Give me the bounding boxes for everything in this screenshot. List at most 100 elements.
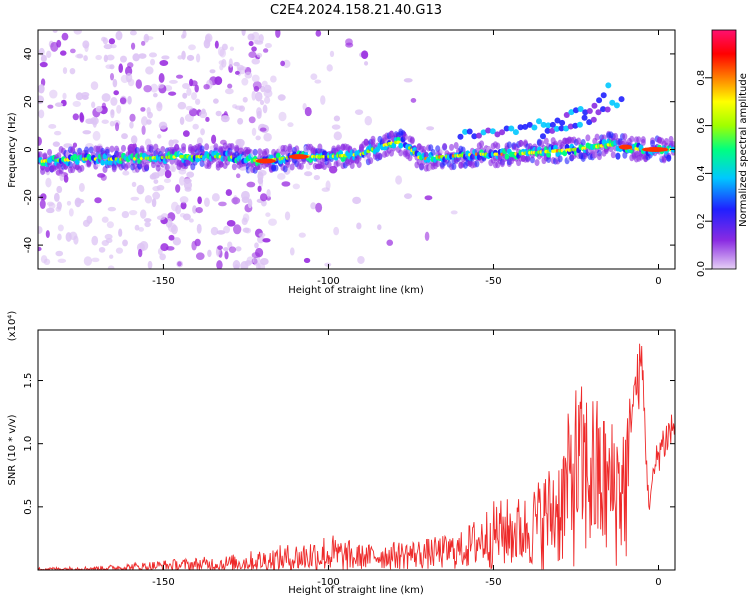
noise-cell (364, 115, 373, 126)
noise-cell (40, 54, 47, 63)
ridge-halo-cell (79, 164, 85, 172)
noise-cell (188, 218, 194, 223)
noise-cell (153, 93, 158, 98)
y-tick-label: -40 (23, 237, 34, 253)
noise-cell (220, 115, 230, 123)
noise-cell (287, 122, 294, 128)
ridge-cell (391, 142, 397, 149)
noise-cell (164, 169, 172, 179)
noise-cell (147, 260, 153, 269)
noise-cell (298, 232, 306, 238)
snr-panel: -150 -100 -50 0 0.5 1.0 1.5 Height of straight… (7, 311, 676, 596)
ridge-cell (100, 159, 106, 166)
ridge-halo-cell (42, 152, 48, 160)
branch-cell (499, 129, 506, 136)
ridge-halo-cell (84, 146, 90, 154)
noise-cell (119, 97, 127, 105)
ridge-halo-cell (164, 163, 170, 171)
noise-cell (229, 46, 235, 51)
noise-cell (234, 70, 240, 75)
noise-cell (386, 239, 394, 246)
noise-cell (246, 181, 256, 188)
noise-cell (147, 111, 153, 119)
noise-cell (101, 93, 111, 102)
ridge-halo-cell (326, 161, 332, 169)
ridge-halo-cell (134, 147, 140, 155)
noise-cell (69, 68, 76, 75)
noise-cell (172, 237, 182, 246)
branch-cell (544, 127, 551, 134)
x-tick-label: -100 (317, 577, 340, 588)
noise-cell (168, 79, 178, 84)
x-tick-label: -100 (317, 276, 340, 287)
ridge-halo-cell (474, 160, 480, 168)
noise-cell (352, 196, 362, 205)
noise-cell (129, 30, 137, 36)
noise-cell (109, 64, 115, 70)
noise-cell (46, 50, 52, 59)
noise-cell (255, 135, 261, 141)
ridge-halo-cell (257, 148, 263, 156)
ridge-halo-cell (613, 132, 619, 140)
ridge-halo-cell (580, 138, 586, 146)
noise-cell (241, 190, 250, 201)
noise-cell (205, 116, 210, 122)
noise-cell (66, 200, 72, 206)
branch-cell (545, 122, 552, 129)
ridge-peak-cell (641, 147, 669, 152)
noise-cell (38, 246, 42, 252)
noise-cell (263, 96, 271, 104)
noise-cell (50, 41, 59, 52)
noise-cell (158, 72, 165, 83)
colorbar-label: Normalized spectral amplitude (738, 73, 749, 227)
noise-cell (277, 173, 286, 180)
noise-cell (151, 198, 157, 208)
ridge-halo-cell (368, 157, 374, 165)
noise-cell (247, 198, 253, 209)
snr-series-line (38, 343, 675, 570)
noise-cell (59, 50, 67, 56)
noise-cell (129, 113, 136, 122)
noise-cell (40, 193, 47, 201)
branch-cell (605, 82, 612, 89)
noise-cell (314, 79, 322, 84)
noise-cell (218, 201, 227, 207)
branch-cell (508, 125, 515, 132)
ridge-halo-cell (534, 159, 540, 167)
noise-cell (161, 55, 170, 60)
colorbar-tick-label: 0.6 (696, 118, 707, 134)
noise-cell (57, 224, 64, 232)
noise-cell (144, 194, 153, 204)
noise-cell (197, 196, 202, 205)
noise-cell (410, 98, 417, 103)
noise-cell (47, 104, 54, 109)
noise-cell (141, 40, 146, 46)
noise-cell (228, 58, 233, 68)
branch-cell (517, 124, 524, 131)
branch-cell (531, 124, 538, 131)
ridge-halo-cell (287, 143, 293, 151)
ridge-halo-cell (298, 162, 304, 170)
ridge-halo-cell (449, 143, 455, 151)
noise-cell (251, 74, 260, 83)
noise-cell (97, 173, 106, 178)
noise-cell (260, 85, 266, 93)
noise-cell (235, 246, 242, 252)
ridge-cell (275, 152, 281, 159)
branch-cell (522, 123, 529, 130)
ridge-halo-cell (435, 160, 441, 168)
snr-ylabel: SNR (10 * v/v) (7, 414, 18, 485)
noise-cell (143, 84, 152, 93)
noise-cell (326, 64, 333, 72)
branch-cell (613, 102, 620, 109)
noise-cell (83, 55, 88, 62)
noise-cell (198, 110, 208, 119)
noise-cell (203, 83, 210, 90)
noise-cell (82, 219, 91, 227)
noise-cell (211, 193, 220, 202)
noise-cell (118, 63, 124, 73)
noise-cell (331, 124, 341, 130)
ridge-halo-cell (289, 163, 295, 171)
noise-cell (257, 169, 267, 176)
noise-cell (214, 76, 223, 86)
